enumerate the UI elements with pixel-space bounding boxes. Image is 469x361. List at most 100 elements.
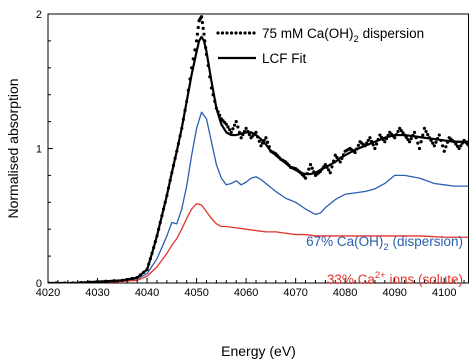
data-point-interp xyxy=(330,165,334,169)
data-point xyxy=(264,136,268,140)
data-point xyxy=(442,149,446,153)
data-point-interp xyxy=(310,166,314,170)
y-tick-label: 0 xyxy=(36,278,42,290)
data-point-interp xyxy=(181,117,185,121)
data-point-interp xyxy=(396,129,400,134)
data-point xyxy=(209,86,214,90)
data-point-interp xyxy=(356,143,360,147)
data-point-interp xyxy=(262,138,266,143)
series-ca-ions-component-line xyxy=(48,203,469,283)
data-point-interp xyxy=(336,158,341,162)
data-point-interp xyxy=(429,138,433,143)
data-point xyxy=(234,120,238,124)
data-point xyxy=(190,66,194,70)
annotation-sup: 2+ xyxy=(375,270,386,281)
data-point-interp xyxy=(216,110,220,114)
data-point-interp xyxy=(439,138,443,143)
data-point-interp xyxy=(200,20,204,25)
data-point-interp xyxy=(297,169,301,173)
data-point-interp xyxy=(325,165,329,169)
legend-label-main: 75 mM Ca(OH) xyxy=(262,26,354,41)
data-point xyxy=(323,163,327,167)
data-point-interp xyxy=(153,240,157,244)
data-point xyxy=(427,136,431,140)
data-point-interp xyxy=(431,141,435,145)
data-point-interp xyxy=(211,93,215,97)
data-point-interp xyxy=(292,166,296,170)
data-point-interp xyxy=(454,142,458,146)
data-point-interp xyxy=(340,156,344,160)
data-point-interp xyxy=(252,132,256,136)
y-axis-ticks: 0 1 2 xyxy=(36,9,53,290)
component-annotation: 67% Ca(OH)2 (dispersion) xyxy=(306,234,463,253)
data-point-interp xyxy=(148,257,152,261)
data-point xyxy=(170,171,174,175)
data-point-interp xyxy=(346,147,351,151)
data-point-interp xyxy=(411,133,415,138)
x-axis-label: Energy (eV) xyxy=(221,343,296,359)
legend-dot xyxy=(238,31,243,35)
data-point-interp xyxy=(226,125,230,129)
data-point-interp xyxy=(409,137,413,141)
data-point-interp xyxy=(386,133,390,138)
data-point-interp xyxy=(130,276,134,281)
data-point xyxy=(239,136,243,140)
data-point-interp xyxy=(256,135,260,139)
data-point-interp xyxy=(391,134,395,138)
data-point-interp xyxy=(287,163,291,168)
annotation-sub: 2 xyxy=(383,242,388,253)
data-point-interp xyxy=(166,186,171,190)
data-point-interp xyxy=(232,123,237,127)
data-point-interp xyxy=(445,140,450,144)
data-point xyxy=(259,144,263,148)
data-point-interp xyxy=(399,128,403,133)
data-point-interp xyxy=(142,270,146,274)
data-point-interp xyxy=(426,133,430,137)
data-point xyxy=(403,133,407,137)
data-point-interp xyxy=(186,88,190,92)
y-tick-label: 2 xyxy=(36,9,42,21)
data-point-interp xyxy=(157,227,161,231)
data-point-interp xyxy=(237,130,242,134)
data-point-interp xyxy=(104,279,108,283)
data-point xyxy=(328,171,332,175)
data-point-interp xyxy=(332,159,336,163)
data-point-interp xyxy=(195,32,200,36)
plot-series xyxy=(48,15,469,283)
annotation-part-a: 33% Ca xyxy=(327,272,376,287)
data-point xyxy=(333,153,337,157)
data-point-interp xyxy=(196,25,200,30)
data-point-interp xyxy=(369,139,374,143)
data-point-interp xyxy=(176,141,181,146)
data-point xyxy=(214,106,218,110)
data-point-interp xyxy=(282,159,286,163)
data-point-interp xyxy=(277,155,281,160)
x-tick-label: 4100 xyxy=(432,287,456,299)
data-point xyxy=(165,193,169,198)
data-point-interp xyxy=(302,174,306,178)
data-point-interp xyxy=(203,39,207,43)
legend-dot xyxy=(229,31,234,35)
legend-dot xyxy=(252,31,256,35)
data-point xyxy=(457,146,461,151)
data-point-interp xyxy=(320,167,324,171)
x-tick-label: 4020 xyxy=(36,287,60,299)
data-point-interp xyxy=(419,140,423,144)
data-point-interp xyxy=(341,153,346,157)
data-point-interp xyxy=(267,145,271,149)
data-point xyxy=(373,146,377,151)
data-point-interp xyxy=(406,137,410,142)
data-point-interp xyxy=(231,127,235,131)
annotations: 67% Ca(OH)2 (dispersion) 33% Ca2+ ions (s… xyxy=(306,234,463,287)
data-point xyxy=(437,133,441,137)
data-point-interp xyxy=(440,144,445,148)
data-point xyxy=(308,163,313,167)
data-point-interp xyxy=(223,120,227,125)
data-point-interp xyxy=(265,140,270,144)
annotation-part-a: 67% Ca(OH) xyxy=(306,234,383,249)
data-point-interp xyxy=(305,172,309,176)
data-point-interp xyxy=(460,141,464,145)
y-tick-label: 1 xyxy=(36,144,42,156)
data-point xyxy=(422,126,427,130)
data-point xyxy=(412,130,417,134)
